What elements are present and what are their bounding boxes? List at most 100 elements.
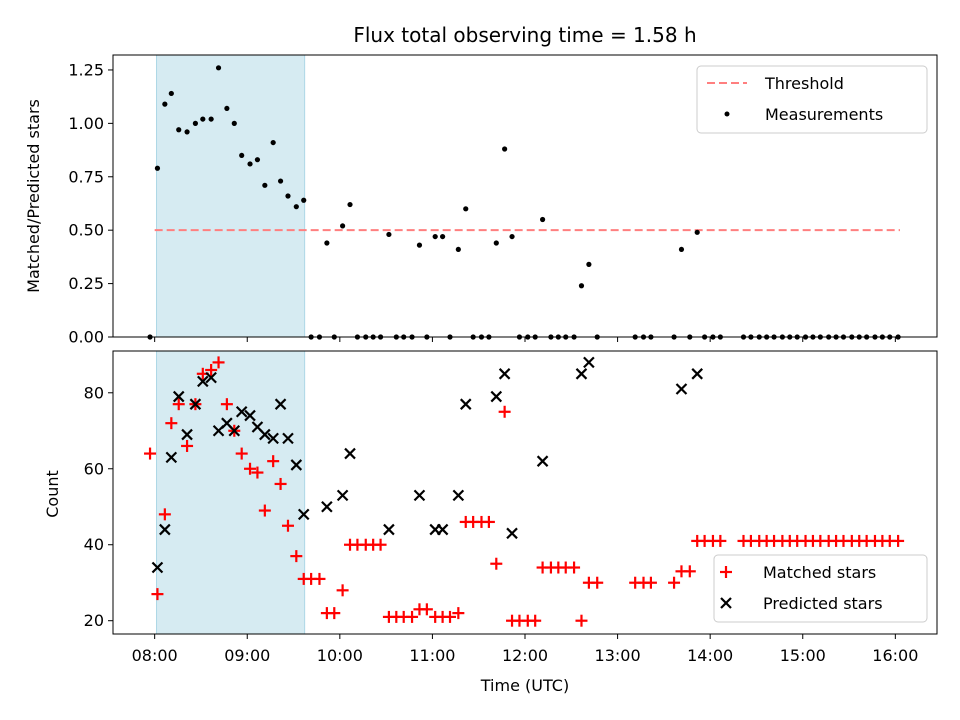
top-legend: Threshold Measurements: [696, 65, 928, 134]
predicted-star-point: [536, 455, 549, 467]
matched-star-point: [444, 610, 457, 623]
matched-star-point: [290, 550, 303, 563]
y-tick-label: 40: [84, 535, 104, 554]
measurement-point: [493, 240, 499, 246]
predicted-star-point: [344, 447, 356, 460]
matched-star-point: [668, 576, 681, 589]
x-tick-label: 08:00: [132, 646, 178, 665]
x-tick-label: 11:00: [409, 646, 455, 665]
y-tick-label: 0.75: [68, 167, 104, 186]
legend-matched-label: Matched stars: [763, 563, 876, 582]
predicted-star-point: [297, 508, 310, 521]
predicted-star-point: [282, 432, 294, 445]
y-tick-label: 0.25: [68, 274, 104, 293]
x-tick-label: 13:00: [595, 646, 641, 665]
measurement-point: [277, 178, 284, 184]
measurement-point: [208, 116, 214, 122]
measurement-point: [694, 229, 700, 235]
predicted-star-point: [172, 390, 185, 403]
predicted-star-point: [336, 489, 349, 502]
measurement-point: [586, 261, 592, 267]
matched-star-point: [281, 519, 294, 532]
predicted-star-point: [151, 561, 164, 574]
x-tick-label: 10:00: [317, 646, 363, 665]
predicted-star-point: [189, 398, 202, 410]
top-y-axis-label: Matched/Predicted stars: [24, 99, 43, 293]
star-count-panel: 20 40 60 80 08:00 09:00 10:00 11:00 12:00 13:00 1…: [43, 350, 938, 695]
legend-predicted-swatch: [720, 597, 732, 609]
measurement-point: [340, 223, 346, 229]
predicted-star-point: [235, 406, 248, 418]
predicted-star-point: [383, 523, 395, 536]
predicted-star-point: [436, 523, 449, 536]
measurement-point: [285, 193, 291, 199]
measurement-point: [200, 116, 206, 122]
matched-star-point: [181, 439, 194, 452]
predicted-star-point: [498, 368, 511, 380]
observing-window-span: [156, 350, 306, 635]
matched-star-point: [498, 405, 511, 418]
measurement-point: [176, 127, 182, 133]
measurement-point: [162, 101, 168, 107]
predicted-star-point: [228, 424, 241, 437]
matched-star-point: [420, 603, 433, 616]
matched-star-point: [267, 455, 280, 468]
legend-predicted-label: Predicted stars: [763, 594, 883, 613]
matched-star-point: [235, 447, 248, 460]
observing-window-span: [156, 54, 306, 338]
matched-star-point: [313, 572, 326, 585]
matched-star-point: [251, 466, 264, 479]
matched-star-point: [212, 356, 225, 369]
bottom-x-axis-ticks: 08:00 09:00 10:00 11:00 12:00 13:00 14:00 15:00…: [132, 634, 918, 665]
matched-star-point: [529, 614, 542, 627]
measurement-point: [192, 120, 198, 126]
matched-star-point: [714, 534, 727, 547]
matched-star-point: [591, 576, 604, 589]
predicted-star-point: [675, 383, 688, 395]
predicted-star-point: [205, 371, 217, 384]
legend-threshold-label: Threshold: [764, 74, 844, 93]
predicted-star-point: [267, 432, 279, 445]
measurement-point: [432, 233, 438, 240]
y-tick-label: 80: [84, 383, 104, 402]
x-tick-label: 12:00: [502, 646, 548, 665]
predicted-star-point: [165, 451, 178, 464]
measurement-point: [270, 139, 276, 146]
predicted-star-point: [691, 368, 703, 380]
matched-star-point: [683, 565, 696, 578]
matched-star-point: [172, 398, 185, 411]
predicted-star-point: [259, 428, 271, 441]
matched-star-point: [205, 363, 218, 376]
matched-star-point: [258, 504, 271, 517]
matched-star-point: [482, 515, 495, 528]
matched-star-point: [892, 534, 905, 547]
predicted-star-point: [181, 428, 193, 441]
measurement-point: [509, 233, 515, 240]
predicted-star-point: [244, 409, 256, 422]
top-y-axis-ticks: 0.00 0.25 0.50 0.75 1.00 1.25: [68, 60, 113, 347]
matched-star-point: [244, 462, 257, 475]
x-tick-label: 09:00: [224, 646, 270, 665]
measurement-point: [678, 246, 685, 253]
measurement-point: [168, 90, 174, 97]
matched-star-point: [336, 584, 349, 597]
predicted-star-point: [274, 398, 287, 410]
measurement-point: [463, 206, 469, 212]
bottom-y-axis-ticks: 20 40 60 80: [84, 383, 113, 630]
matched-star-point: [568, 561, 581, 574]
bottom-y-axis-label: Count: [43, 470, 62, 518]
measurement-point: [416, 242, 423, 248]
bottom-legend: Matched stars Predicted stars: [713, 554, 928, 623]
measurement-point: [455, 246, 461, 253]
predicted-star-point: [290, 459, 303, 471]
measurement-point: [215, 65, 222, 71]
measurement-point: [440, 233, 446, 240]
x-tick-label: 15:00: [780, 646, 826, 665]
legend-matched-swatch: [720, 566, 732, 578]
measurement-point: [347, 201, 353, 208]
top-axes-frame: [112, 54, 938, 338]
measurement-point: [293, 204, 299, 210]
predicted-star-point: [459, 398, 472, 410]
y-tick-label: 0.50: [68, 221, 104, 240]
